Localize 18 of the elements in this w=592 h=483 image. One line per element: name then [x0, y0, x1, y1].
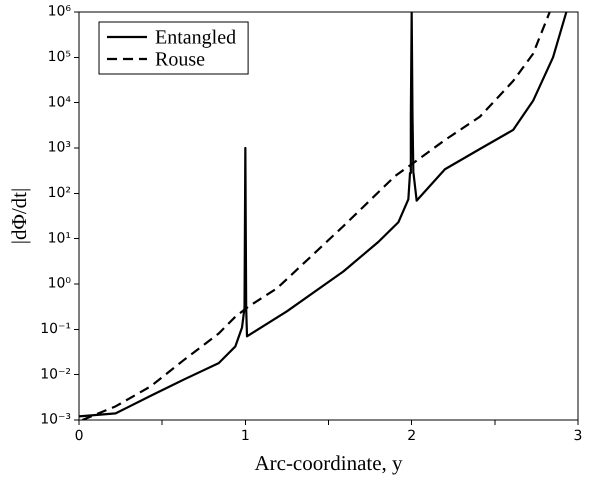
y-tick-label: 10⁰: [48, 276, 72, 292]
y-tick-label: 10¹: [48, 230, 72, 246]
x-tick-label: 2: [407, 428, 416, 444]
y-tick-label: 10⁻³: [40, 412, 72, 428]
x-axis-title: Arc-coordinate, y: [254, 450, 404, 475]
y-tick-label: 10²: [48, 184, 72, 201]
y-axis-title: |dΦ/dt|: [7, 188, 32, 244]
x-tick-label: 1: [240, 428, 250, 444]
x-tick-label: 0: [74, 428, 84, 444]
y-tick-label: 10⁵: [48, 48, 72, 65]
y-tick-label: 10⁻¹: [40, 320, 72, 337]
x-tick-label: 3: [574, 428, 582, 444]
y-tick-label: 10⁶: [48, 4, 72, 20]
legend-label: Rouse: [155, 48, 206, 70]
y-tick-label: 10⁻²: [40, 366, 72, 382]
y-tick-label: 10⁴: [48, 94, 72, 110]
y-tick-label: 10³: [48, 140, 72, 156]
legend-label: Entangled: [155, 26, 236, 48]
